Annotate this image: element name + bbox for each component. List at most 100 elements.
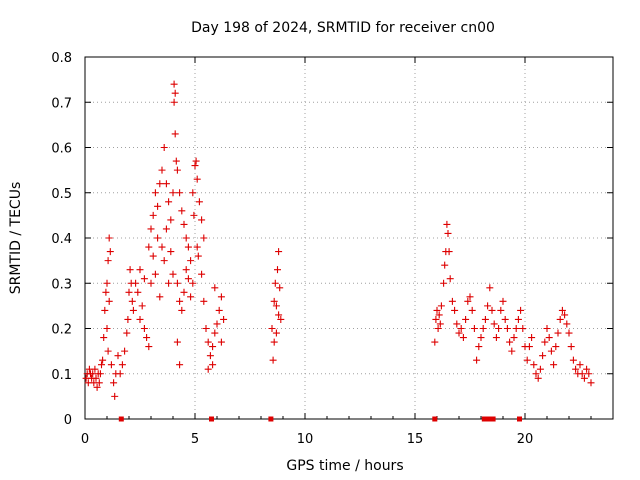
data-point — [189, 279, 197, 287]
data-point — [145, 343, 153, 351]
x-tick-label: 20 — [517, 432, 534, 447]
data-point — [272, 302, 280, 310]
y-axis-label: SRMTID / TECUs — [8, 182, 24, 295]
data-point — [525, 343, 533, 351]
y-tick-label: 0.3 — [51, 277, 72, 292]
data-point — [519, 325, 527, 332]
data-point — [140, 275, 148, 283]
data-point — [125, 288, 133, 296]
x-tick-label: 10 — [297, 432, 314, 447]
y-tick-label: 0.1 — [51, 368, 72, 383]
y-tick-label: 0 — [64, 413, 72, 428]
data-point — [110, 379, 118, 387]
data-point — [180, 288, 188, 296]
data-point — [552, 343, 560, 351]
data-point — [554, 329, 562, 337]
data-point — [510, 334, 518, 342]
data-point — [276, 284, 284, 292]
data-point — [162, 180, 170, 188]
data-point — [466, 293, 474, 301]
data-point — [501, 315, 509, 323]
data-point — [576, 361, 584, 369]
x-tick-label: 15 — [407, 432, 424, 447]
data-point — [209, 343, 217, 351]
data-point — [143, 334, 151, 342]
data-point — [151, 270, 159, 278]
data-point — [194, 252, 202, 260]
data-point — [171, 89, 179, 97]
zero-marker — [432, 416, 438, 422]
data-point — [475, 343, 483, 351]
data-point — [176, 189, 184, 197]
data-point — [220, 315, 228, 323]
data-point — [470, 325, 478, 332]
data-point — [539, 352, 547, 360]
data-point — [191, 162, 199, 170]
y-tick-label: 0.7 — [51, 96, 72, 111]
zero-marker — [517, 416, 522, 422]
data-point — [512, 325, 520, 332]
data-point — [528, 334, 536, 342]
data-point — [156, 180, 164, 188]
data-point — [479, 325, 487, 332]
data-point — [211, 329, 219, 337]
data-point — [585, 370, 593, 378]
data-point — [443, 220, 451, 228]
data-point — [277, 315, 285, 323]
data-point — [200, 234, 208, 242]
data-point — [565, 329, 573, 337]
data-point — [215, 306, 223, 314]
data-point — [172, 157, 180, 165]
data-point — [567, 343, 575, 351]
data-point — [202, 325, 210, 332]
data-point — [140, 325, 148, 332]
data-point — [145, 243, 153, 251]
data-point — [206, 352, 214, 360]
data-point — [104, 257, 112, 265]
data-point — [124, 315, 132, 323]
data-point — [497, 306, 505, 314]
data-point — [167, 248, 175, 256]
data-point — [217, 338, 225, 346]
data-point — [556, 315, 564, 323]
data-point — [111, 392, 119, 400]
zero-marker — [268, 416, 274, 422]
data-point — [105, 297, 113, 305]
data-point — [455, 329, 463, 337]
chart-title: Day 198 of 2024, SRMTID for receiver cn0… — [191, 20, 495, 36]
data-point — [435, 311, 443, 319]
data-point — [587, 379, 595, 387]
data-point — [91, 365, 99, 373]
data-point — [204, 338, 212, 346]
data-point — [173, 338, 181, 346]
data-point — [445, 248, 453, 256]
data-point — [547, 347, 555, 355]
data-point — [434, 325, 442, 332]
data-point — [167, 216, 175, 224]
data-point — [158, 166, 166, 174]
data-point — [530, 361, 538, 369]
data-point — [158, 243, 166, 251]
data-point — [99, 356, 107, 364]
data-point — [118, 361, 126, 369]
data-point — [193, 175, 201, 183]
data-point — [171, 130, 179, 138]
data-point — [128, 297, 136, 305]
data-point — [436, 320, 444, 328]
data-point — [580, 374, 588, 382]
x-axis-label: GPS time / hours — [286, 458, 403, 474]
data-point — [457, 325, 465, 332]
data-point — [96, 370, 104, 378]
x-tick-label: 0 — [81, 432, 89, 447]
data-point — [187, 257, 195, 265]
data-point — [184, 243, 192, 251]
data-point — [129, 306, 137, 314]
data-point — [95, 379, 103, 387]
data-point — [147, 225, 155, 233]
data-point — [182, 234, 190, 242]
data-point — [149, 211, 157, 219]
data-point — [121, 347, 129, 355]
data-point — [444, 229, 452, 237]
data-point — [200, 297, 208, 305]
